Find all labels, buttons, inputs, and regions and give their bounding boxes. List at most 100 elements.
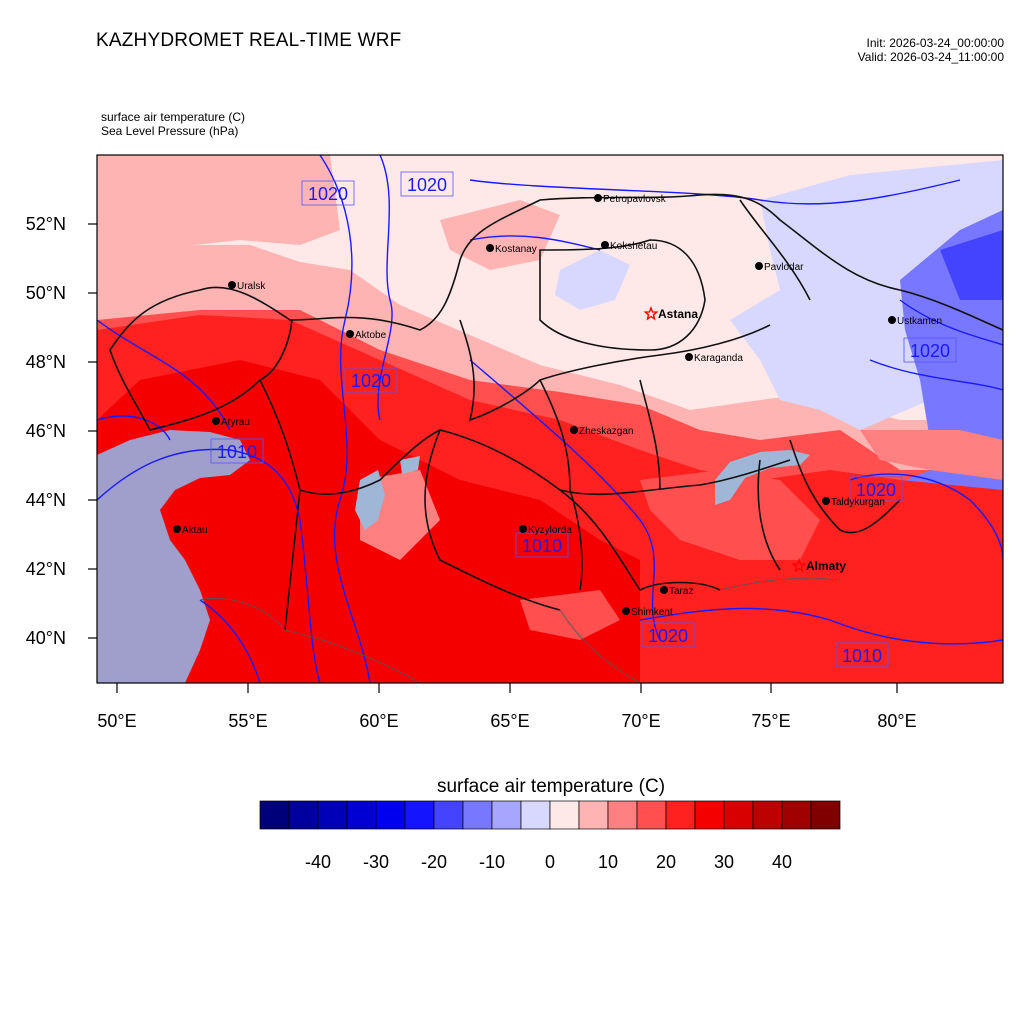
city-dot-icon [486,244,494,252]
colorbar-swatch [404,800,435,830]
city-dot-icon [888,316,896,324]
isobar-label-box [849,476,903,502]
colorbar-swatch [578,800,609,830]
city-dot-icon [660,586,668,594]
city-label: Kyzylorda [528,525,572,536]
isobar-label-box [835,642,889,668]
colorbar-swatch [810,800,841,830]
city-markers: Petropavlovsk Kostanay Kokshetau Pavlodar Ur… [173,194,942,618]
lat-tick-label: 52°N [26,214,66,234]
isobar-label-box [903,337,957,363]
colorbar-swatch [259,800,290,830]
isobar-label: 1020 [856,480,896,500]
city-dot-icon [228,281,236,289]
city-dot-icon [346,330,354,338]
colorbar-tick-label: -40 [305,852,331,872]
isobar-label: 1020 [351,371,391,391]
isobar-label-box [301,180,355,206]
city-dot-icon [173,525,181,533]
colorbar-swatch [607,800,638,830]
colorbar-swatch [694,800,725,830]
city-label: Kostanay [495,244,537,255]
city-label: Atyrau [221,417,250,428]
colorbar-swatch [375,800,406,830]
isobar-label-box [210,438,264,464]
field-secondary: Sea Level Pressure (hPa) [101,124,239,138]
region-borders [109,193,1003,631]
chart-title: KAZHYDROMET REAL-TIME WRF [96,30,402,51]
field-names: surface air temperature (C) Sea Level Pr… [101,110,245,138]
colorbar-swatch [723,800,754,830]
city-label: Zheskazgan [579,426,633,437]
city-label: Karaganda [694,353,743,364]
city-dot-icon [212,417,220,425]
city-label: Almaty [806,559,846,573]
colorbar-swatch [752,800,783,830]
colorbar-tick-label: 30 [714,852,734,872]
isobar-label: 1010 [522,536,562,556]
colorbar-tick-label: 0 [545,852,555,872]
isobar-label-box [641,622,695,648]
city-label: Pavlodar [764,262,804,273]
city-label: Astana [658,307,698,321]
colorbar-tick-label: 20 [656,852,676,872]
isobar-label: 1020 [910,341,950,361]
colorbar: -40 -30 -20 -10 0 10 20 30 40 [259,800,841,872]
city-label: Taldykurgan [831,497,885,508]
isobar-label-box [515,532,569,558]
lon-tick-label: 55°E [228,711,267,731]
colorbar-title: surface air temperature (C) [437,776,665,797]
colorbar-swatch [462,800,493,830]
isobar-label: 1010 [217,442,257,462]
colorbar-swatch [549,800,580,830]
latitude-axis: 52°N 50°N 48°N 46°N 44°N 42°N 40°N [26,214,97,648]
city-star-icon [643,306,659,321]
city-label: Aktobe [355,330,387,341]
city-dot-icon [622,607,630,615]
city-label: Petropavlovsk [603,194,667,205]
colorbar-swatch [520,800,551,830]
city-label: Shimkent [631,607,673,618]
country-borders [199,577,841,683]
isobar-label: 1010 [842,646,882,666]
city-label: Kokshetau [610,241,657,252]
colorbar-swatch [636,800,667,830]
colorbar-swatch [288,800,319,830]
temperature-field [97,155,1003,683]
lon-tick-label: 50°E [97,711,136,731]
city-dot-icon [755,262,763,270]
colorbar-tick-label: -20 [421,852,447,872]
city-star-icon [791,558,807,573]
city-dot-icon [570,426,578,434]
isobar-label: 1020 [407,175,447,195]
colorbar-tick-label: 10 [598,852,618,872]
field-primary: surface air temperature (C) [101,110,246,124]
colorbar-swatch [317,800,348,830]
valid-time: Valid: 2026-03-24_11:00:00 [857,50,1004,64]
colorbar-tick-label: 40 [772,852,792,872]
city-label: Uralsk [237,281,266,292]
plot-frame [96,154,1004,684]
city-label: Ustkamen [897,316,942,327]
longitude-axis: 50°E 55°E 60°E 65°E 70°E 75°E 80°E [97,683,917,731]
lon-tick-label: 65°E [490,711,529,731]
city-label: Aktau [182,525,208,536]
city-dot-icon [601,241,609,249]
init-time: Init: 2026-03-24_00:00:00 [866,36,1004,50]
city-dot-icon [519,525,527,533]
colorbar-tick-label: -10 [479,852,505,872]
lon-tick-label: 60°E [359,711,398,731]
colorbar-swatch [665,800,696,830]
lon-tick-label: 75°E [751,711,790,731]
city-dot-icon [685,353,693,361]
lon-tick-label: 80°E [877,711,916,731]
lat-tick-label: 44°N [26,490,66,510]
colorbar-swatch [781,800,812,830]
lat-tick-label: 50°N [26,283,66,303]
city-dot-icon [594,194,602,202]
isobar-label: 1020 [648,626,688,646]
isobar-label: 1020 [308,184,348,204]
colorbar-swatch [433,800,464,830]
city-dot-icon [822,497,830,505]
